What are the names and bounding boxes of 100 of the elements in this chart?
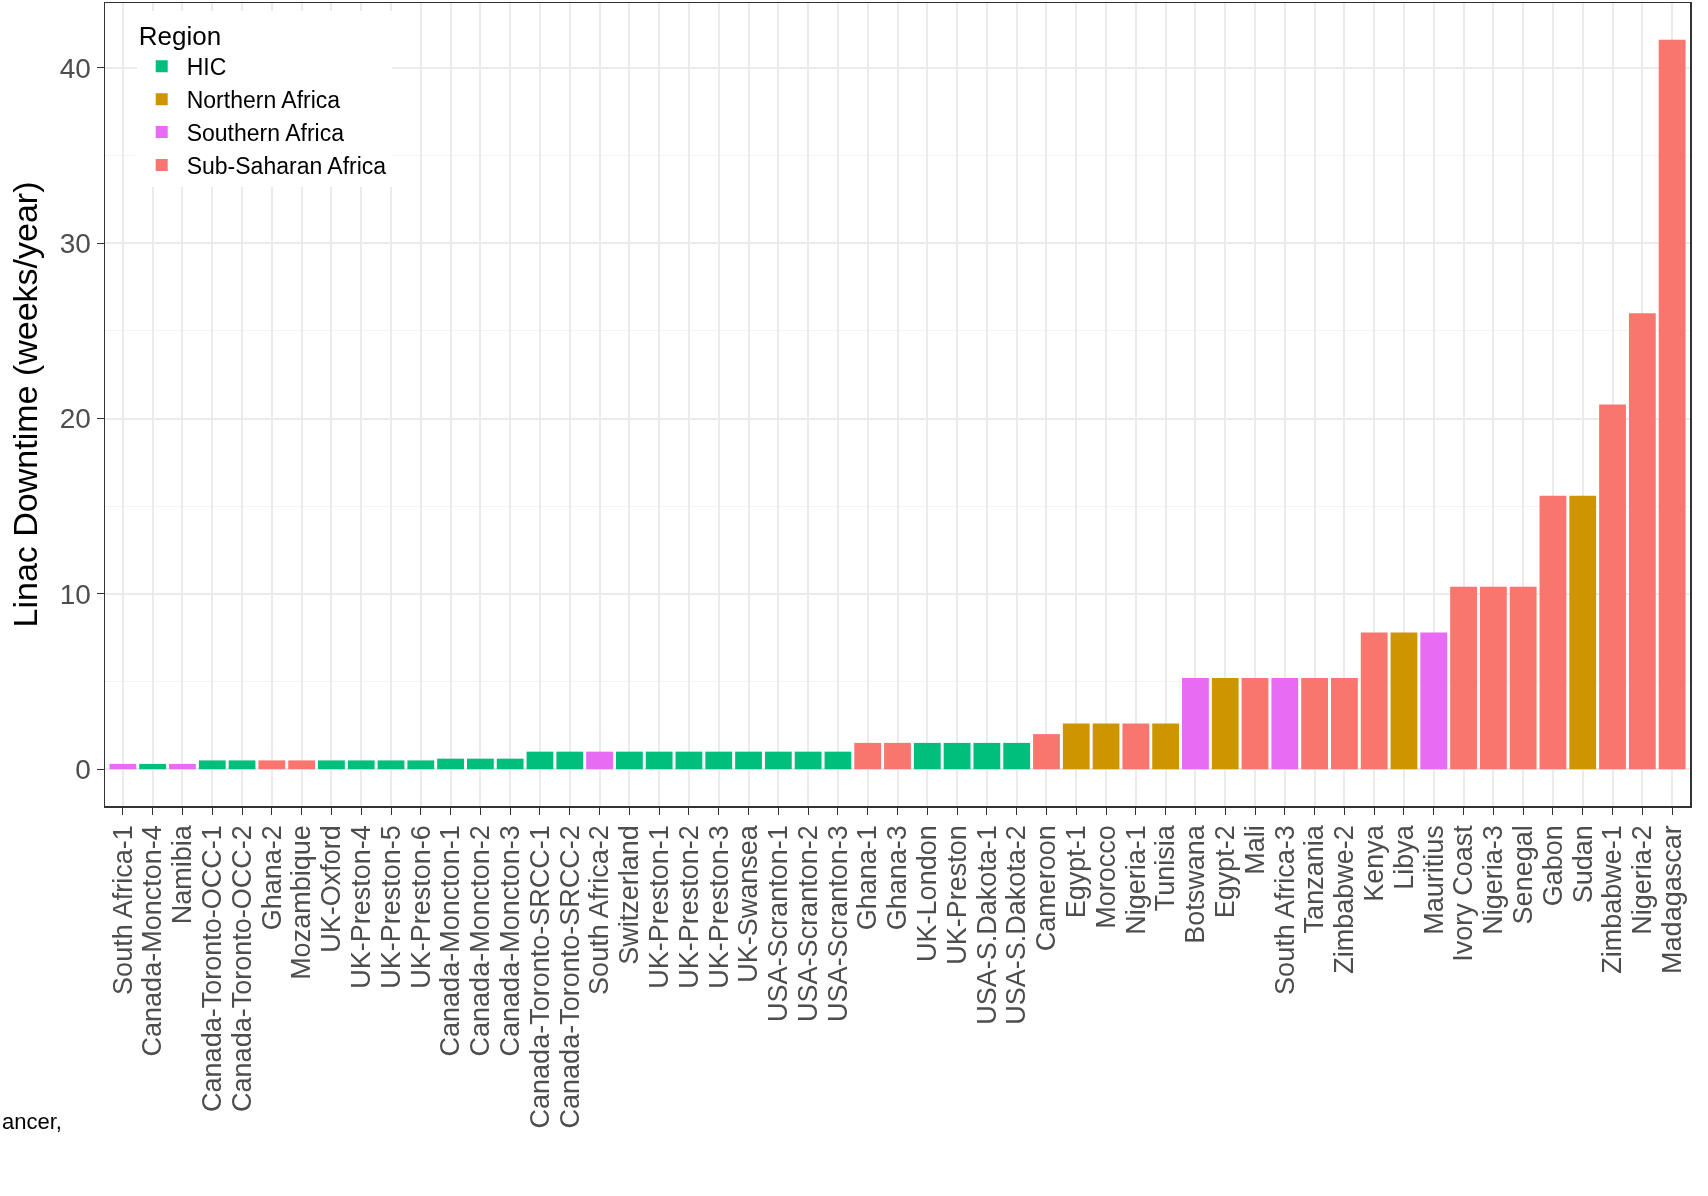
x-tick-label: Namibia <box>167 824 198 925</box>
bar <box>407 760 435 770</box>
bar <box>854 742 882 770</box>
x-tick-label: Libya <box>1388 824 1419 890</box>
x-tick-label: UK-Preston-3 <box>703 825 734 989</box>
bar <box>1569 495 1597 770</box>
bar <box>943 742 971 770</box>
x-tick-label: Cameroon <box>1031 825 1062 952</box>
x-tick-label: UK-Preston-6 <box>405 825 436 989</box>
bar <box>288 760 316 770</box>
x-tick-label: USA-S.Dakota-2 <box>1001 825 1032 1025</box>
x-tick-label: USA-Scranton-1 <box>763 825 794 1022</box>
bar <box>1271 678 1299 770</box>
y-tick-label: 40 <box>59 52 91 84</box>
y-axis-title: Linac Downtime (weeks/year) <box>5 181 44 628</box>
x-tick-label: UK-Swansea <box>733 824 764 983</box>
bar <box>1003 742 1031 770</box>
x-tick-label: Sudan <box>1567 825 1598 904</box>
bar <box>1628 313 1656 770</box>
x-tick-label: Madagascar <box>1656 825 1687 974</box>
bar <box>764 751 792 770</box>
x-tick-label: South Africa-1 <box>107 825 138 995</box>
y-tick-label: 10 <box>59 578 91 610</box>
bar <box>1330 678 1358 770</box>
y-tick-label: 30 <box>59 228 91 259</box>
bar <box>1301 678 1329 770</box>
x-tick-label: Mozambique <box>286 825 317 980</box>
bar <box>1450 586 1477 770</box>
bar <box>1390 632 1418 770</box>
legend-label: Southern Africa <box>186 120 345 147</box>
x-tick-label: Tunisia <box>1150 824 1181 912</box>
x-tick-label: Canada-Toronto-SRCC-1 <box>524 825 555 1129</box>
legend-label: Sub-Saharan Africa <box>186 152 387 179</box>
bar <box>615 751 643 770</box>
x-tick-label: Canada-Toronto-OCC-2 <box>226 825 257 1112</box>
x-tick-label: Canada-Toronto-OCC-1 <box>197 825 228 1112</box>
bar <box>377 760 405 770</box>
bar <box>1211 678 1239 770</box>
x-tick-label: Ghana-3 <box>882 825 913 931</box>
bar <box>347 760 375 770</box>
bar <box>1420 632 1448 770</box>
bar <box>1182 678 1209 770</box>
bar <box>1360 632 1388 770</box>
x-tick-label: Mauritius <box>1418 825 1449 935</box>
x-tick-label: Kenya <box>1358 824 1389 902</box>
bar <box>1033 734 1060 770</box>
bar <box>556 751 584 770</box>
bar <box>973 742 1001 770</box>
bar <box>109 763 137 770</box>
bar <box>496 758 524 770</box>
bar <box>1479 586 1507 770</box>
bar <box>318 760 345 770</box>
x-tick-label: UK-Preston-5 <box>375 825 406 989</box>
bar <box>645 751 673 770</box>
x-tick-label: USA-Scranton-3 <box>822 825 853 1022</box>
x-tick-label: Canada-Moncton-4 <box>137 825 168 1057</box>
bar <box>1658 39 1686 770</box>
bar <box>198 760 226 770</box>
bar <box>526 751 554 770</box>
x-tick-label: Canada-Toronto-SRCC-2 <box>554 825 585 1129</box>
x-tick-label: Gabon <box>1537 825 1568 907</box>
x-tick-label: Mali <box>1239 825 1270 875</box>
bar <box>884 742 911 770</box>
x-tick-label: USA-Scranton-2 <box>792 825 823 1022</box>
legend-label: Northern Africa <box>186 87 341 114</box>
x-tick-label: UK-Preston <box>941 825 972 965</box>
x-tick-label: Egypt-2 <box>1210 825 1241 919</box>
x-tick-label: Tanzania <box>1299 824 1330 934</box>
y-tick-label: 20 <box>59 403 91 435</box>
bar <box>913 742 941 770</box>
x-tick-label: UK-Preston-1 <box>643 825 674 989</box>
bar <box>586 751 613 770</box>
y-tick-label: 0 <box>75 753 91 785</box>
x-tick-label: Zimbabwe-2 <box>1329 825 1360 974</box>
bar <box>1122 723 1150 770</box>
bar <box>705 751 733 770</box>
x-tick-label: Nigeria-1 <box>1120 825 1151 935</box>
bar <box>1539 495 1567 770</box>
legend-title: Region <box>138 20 222 51</box>
x-tick-label: Egypt-1 <box>1061 825 1092 919</box>
x-tick-label: USA-S.Dakota-1 <box>971 825 1002 1025</box>
x-tick-label: Canada-Moncton-2 <box>465 825 496 1057</box>
x-tick-label: UK-Preston-4 <box>345 825 376 989</box>
bar <box>437 758 465 770</box>
x-tick-label: Zimbabwe-1 <box>1597 825 1628 974</box>
x-tick-label: UK-Oxford <box>316 825 347 953</box>
x-tick-label: South Africa-3 <box>1269 825 1300 995</box>
bar <box>1241 678 1269 770</box>
bar <box>1152 723 1180 770</box>
bar <box>169 763 196 770</box>
bar <box>675 751 703 770</box>
x-tick-label: Ghana-1 <box>852 825 883 931</box>
legend-label: HIC <box>186 54 227 81</box>
bar <box>1092 723 1120 770</box>
x-tick-label: Ivory Coast <box>1448 824 1479 962</box>
bar <box>466 758 494 770</box>
bar <box>794 751 822 770</box>
bar <box>735 751 762 770</box>
bar <box>1599 404 1626 770</box>
x-tick-label: Canada-Moncton-3 <box>494 825 525 1057</box>
